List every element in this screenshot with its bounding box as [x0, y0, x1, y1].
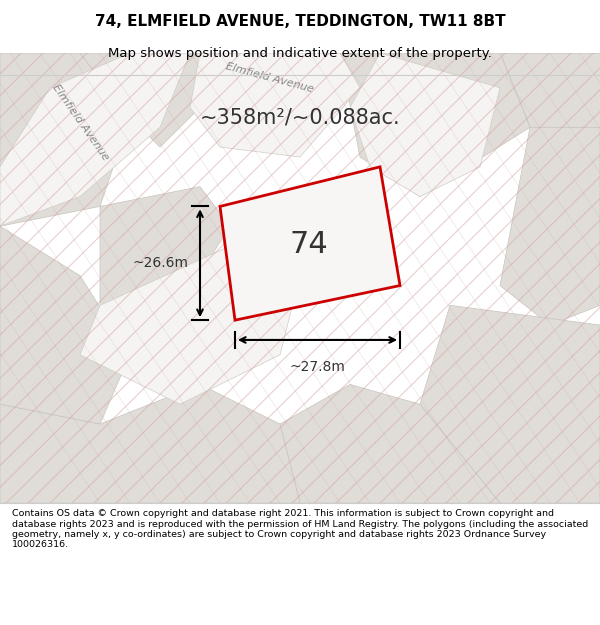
Polygon shape: [280, 384, 500, 503]
Text: Contains OS data © Crown copyright and database right 2021. This information is : Contains OS data © Crown copyright and d…: [12, 509, 588, 549]
Text: Elmfield Avenue: Elmfield Avenue: [225, 61, 315, 94]
Polygon shape: [100, 187, 230, 355]
Text: 74, ELMFIELD AVENUE, TEDDINGTON, TW11 8BT: 74, ELMFIELD AVENUE, TEDDINGTON, TW11 8B…: [95, 14, 505, 29]
Polygon shape: [0, 384, 300, 503]
Text: ~27.8m: ~27.8m: [290, 360, 346, 374]
Polygon shape: [0, 53, 130, 226]
Polygon shape: [80, 246, 300, 404]
Polygon shape: [80, 53, 220, 147]
Text: ~358m²/~0.088ac.: ~358m²/~0.088ac.: [200, 107, 400, 127]
Polygon shape: [500, 127, 600, 325]
Polygon shape: [420, 306, 600, 503]
Polygon shape: [220, 167, 400, 320]
Text: Map shows position and indicative extent of the property.: Map shows position and indicative extent…: [108, 48, 492, 61]
Text: 74: 74: [289, 230, 328, 259]
Text: Elmfield Avenue: Elmfield Avenue: [50, 82, 110, 162]
Polygon shape: [190, 53, 360, 157]
Polygon shape: [0, 53, 190, 226]
Text: ~26.6m: ~26.6m: [132, 256, 188, 270]
Polygon shape: [0, 226, 130, 424]
Polygon shape: [500, 53, 600, 128]
Polygon shape: [340, 53, 530, 196]
Polygon shape: [350, 53, 500, 196]
